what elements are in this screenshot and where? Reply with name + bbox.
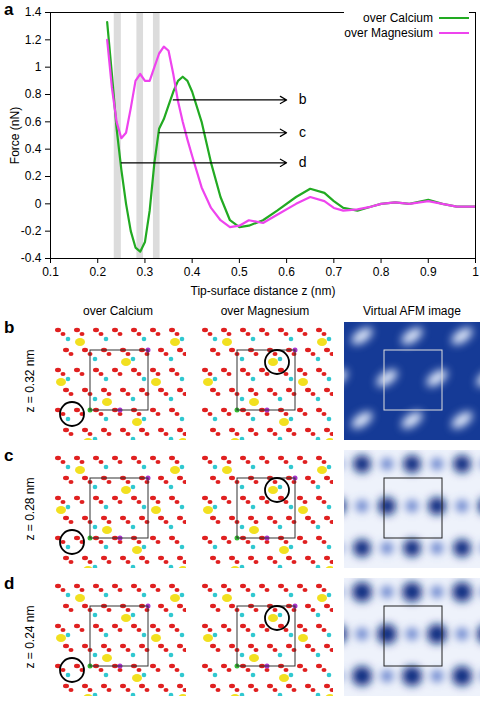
svg-text:1.4: 1.4 — [25, 5, 42, 19]
html-text:over Calcium: over Calcium — [83, 304, 153, 318]
html-text:c: c — [4, 446, 14, 465]
svg-text:-0.4: -0.4 — [21, 251, 42, 265]
svg-text:Tip-surface distance z (nm): Tip-surface distance z (nm) — [191, 284, 336, 298]
svg-text:0.5: 0.5 — [231, 265, 248, 279]
svg-text:0.4: 0.4 — [25, 142, 42, 156]
html-text:Virtual AFM image: Virtual AFM image — [363, 304, 461, 318]
html-text:z = 0.24 nm: z = 0.24 nm — [23, 605, 37, 669]
svg-text:0.8: 0.8 — [373, 265, 390, 279]
svg-text:Force (nN): Force (nN) — [8, 107, 22, 164]
svg-text:0.9: 0.9 — [420, 265, 437, 279]
svg-text:1: 1 — [35, 60, 42, 74]
html-text:a: a — [4, 0, 14, 19]
html-text:over Magnesium: over Magnesium — [344, 25, 433, 40]
svg-text:d: d — [299, 154, 307, 170]
html-text:over Magnesium: over Magnesium — [220, 304, 310, 318]
html-text:over Calcium: over Calcium — [363, 10, 433, 25]
svg-text:c: c — [299, 124, 306, 140]
svg-text:0.2: 0.2 — [25, 169, 42, 183]
svg-text:1.2: 1.2 — [25, 33, 42, 47]
html-text:z = 0.28 nm: z = 0.28 nm — [23, 477, 37, 541]
html-text:b: b — [4, 318, 15, 337]
svg-text:1: 1 — [472, 265, 479, 279]
svg-text:0: 0 — [35, 197, 42, 211]
svg-text:-0.2: -0.2 — [21, 224, 42, 238]
svg-text:0.6: 0.6 — [25, 115, 42, 129]
svg-text:0.1: 0.1 — [42, 265, 59, 279]
svg-text:0.3: 0.3 — [137, 265, 154, 279]
svg-text:0.7: 0.7 — [325, 265, 342, 279]
svg-text:0.6: 0.6 — [278, 265, 295, 279]
svg-text:0.2: 0.2 — [89, 265, 106, 279]
html-text:d: d — [4, 574, 15, 593]
svg-text:b: b — [299, 91, 307, 107]
html-text:z = 0.32 nm: z = 0.32 nm — [23, 349, 37, 413]
svg-text:0.8: 0.8 — [25, 87, 42, 101]
svg-text:0.4: 0.4 — [184, 265, 201, 279]
